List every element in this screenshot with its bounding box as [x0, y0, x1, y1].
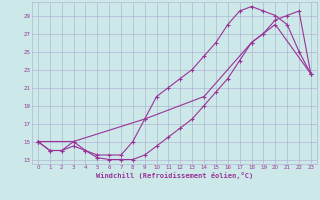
- X-axis label: Windchill (Refroidissement éolien,°C): Windchill (Refroidissement éolien,°C): [96, 172, 253, 179]
